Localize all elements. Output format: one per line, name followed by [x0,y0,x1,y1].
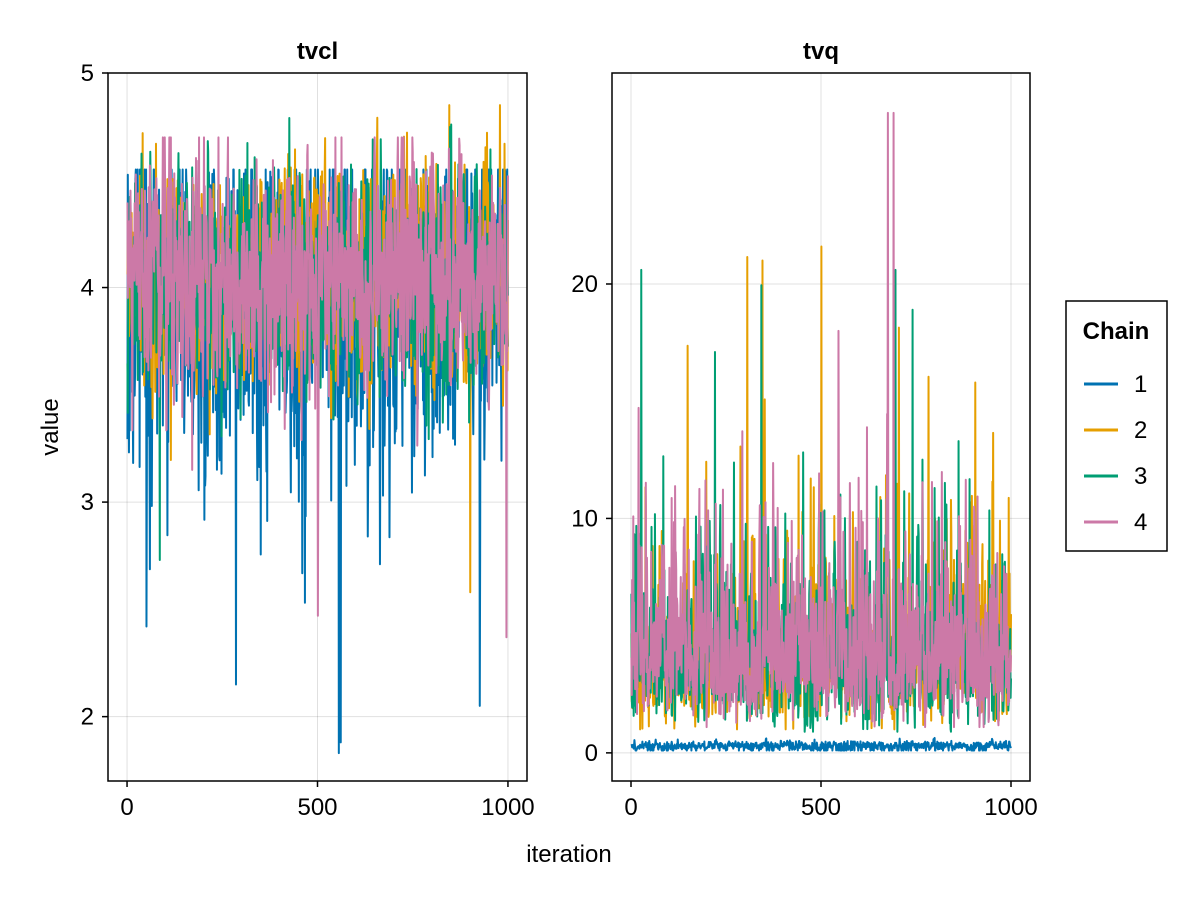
y-axis-label: value [37,398,64,455]
y-tick-label: 10 [571,505,598,532]
panel-tvcl: 0 500 1000 2 3 4 5 tvcl [81,38,535,821]
panel-title: tvcl [297,38,338,65]
series-lines [630,111,1012,752]
panel-tvq: 0 500 1000 0 10 20 tvq [571,38,1037,821]
x-tick-label: 500 [801,794,841,821]
series-line-chain-1 [630,736,1012,752]
y-tick-label: 5 [81,60,94,87]
series-line-chain-4 [126,136,509,639]
legend-label-chain-1: 1 [1134,371,1147,398]
y-tick-label: 3 [81,489,94,516]
y-tick-label: 4 [81,275,94,302]
y-tick-label: 2 [81,704,94,731]
x-tick-label: 500 [297,794,337,821]
series-line-chain-4 [630,111,1012,729]
x-tick-label: 0 [120,794,133,821]
legend-title: Chain [1083,318,1150,345]
y-tick-label: 20 [571,271,598,298]
ticks: 0 500 1000 2 3 4 5 [81,60,535,821]
legend-label-chain-3: 3 [1134,463,1147,490]
legend: Chain 1 2 3 4 [1065,300,1168,552]
ticks: 0 500 1000 0 10 20 [571,271,1037,821]
legend-box [1065,300,1168,552]
series-lines [126,104,509,755]
x-axis-label: iteration [526,841,611,868]
panel-title: tvq [803,38,839,65]
legend-label-chain-4: 4 [1134,509,1147,536]
x-tick-label: 0 [624,794,637,821]
legend-label-chain-2: 2 [1134,417,1147,444]
x-tick-label: 1000 [481,794,534,821]
x-tick-label: 1000 [984,794,1037,821]
y-tick-label: 0 [585,740,598,767]
